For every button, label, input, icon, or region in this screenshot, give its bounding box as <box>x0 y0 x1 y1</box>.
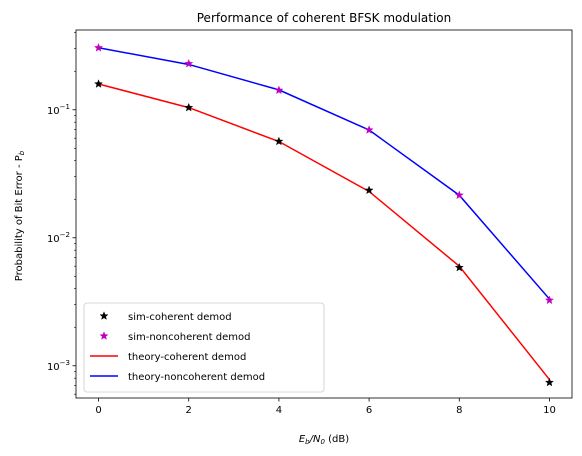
y-tick-exponent: −1 <box>60 103 70 111</box>
data-point-star <box>364 185 374 195</box>
chart-title: Performance of coherent BFSK modulation <box>197 11 452 25</box>
x-axis-ticks: 0 2 4 6 8 10 <box>95 398 556 416</box>
data-point-star <box>364 125 374 134</box>
x-tick-label: 0 <box>95 405 101 416</box>
y-axis-label: Probability of Bit Error - Pb <box>14 150 26 281</box>
y-tick-label: 10−1 <box>47 103 70 117</box>
series-sim-noncoherent-demod <box>94 43 554 305</box>
legend-entry: sim-noncoherent demod <box>99 331 250 343</box>
legend: sim-coherent demod sim-noncoherent demod t… <box>83 302 325 393</box>
x-tick-label: 8 <box>456 405 462 416</box>
x-tick-label: 2 <box>186 405 192 416</box>
y-axis-label-sub: b <box>18 150 26 155</box>
series-line <box>98 47 551 300</box>
data-point-star <box>274 136 284 146</box>
data-point-star <box>454 262 464 272</box>
data-point-star <box>454 190 464 200</box>
series-sim-coherent-demod <box>94 79 554 387</box>
legend-star-swatch <box>99 311 109 320</box>
legend-label: sim-noncoherent demod <box>128 332 250 343</box>
legend-entry: theory-coherent demod <box>90 352 246 363</box>
series-theory-coherent-demod <box>98 83 551 381</box>
legend-entry: sim-coherent demod <box>99 311 232 323</box>
y-tick-base: 10 <box>47 234 60 245</box>
x-axis-label-sub2: 0 <box>320 438 325 446</box>
series-layer <box>94 43 554 387</box>
x-axis-label-tail: (dB) <box>325 434 349 445</box>
data-point-star <box>184 58 194 68</box>
x-tick-label: 4 <box>276 405 282 416</box>
plot-area <box>75 29 573 399</box>
series-line <box>98 83 551 381</box>
legend-box <box>83 302 325 393</box>
y-tick-exponent: −3 <box>60 359 70 367</box>
legend-label: theory-coherent demod <box>128 352 246 363</box>
x-axis-label-sub: b <box>305 438 310 446</box>
y-axis-ticks: 10−310−210−1 <box>47 32 76 395</box>
legend-label: theory-noncoherent demod <box>128 372 265 383</box>
data-point-star <box>544 377 554 387</box>
x-axis-label: Eb/N0 (dB) <box>299 434 349 446</box>
x-axis-label-main: E <box>299 434 306 445</box>
legend-entry: theory-noncoherent demod <box>90 372 265 383</box>
y-tick-label: 10−2 <box>47 231 70 245</box>
x-tick-label: 6 <box>366 405 372 416</box>
y-tick-base: 10 <box>47 362 60 373</box>
y-tick-exponent: −2 <box>60 231 70 239</box>
data-point-star <box>274 85 284 95</box>
legend-label: sim-coherent demod <box>128 312 232 323</box>
data-point-star <box>184 102 194 112</box>
data-point-star <box>544 295 554 305</box>
y-axis-label-main: Probability of Bit Error - P <box>14 155 25 281</box>
legend-star-swatch <box>99 331 109 340</box>
x-tick-label: 10 <box>543 405 556 416</box>
data-point-star <box>94 79 104 88</box>
y-tick-label: 10−3 <box>47 359 70 373</box>
x-axis-label-slash: /N <box>309 434 321 445</box>
y-tick-base: 10 <box>47 106 60 117</box>
plot-frame <box>75 29 573 399</box>
data-point-star <box>94 43 104 52</box>
series-theory-noncoherent-demod <box>98 47 551 300</box>
